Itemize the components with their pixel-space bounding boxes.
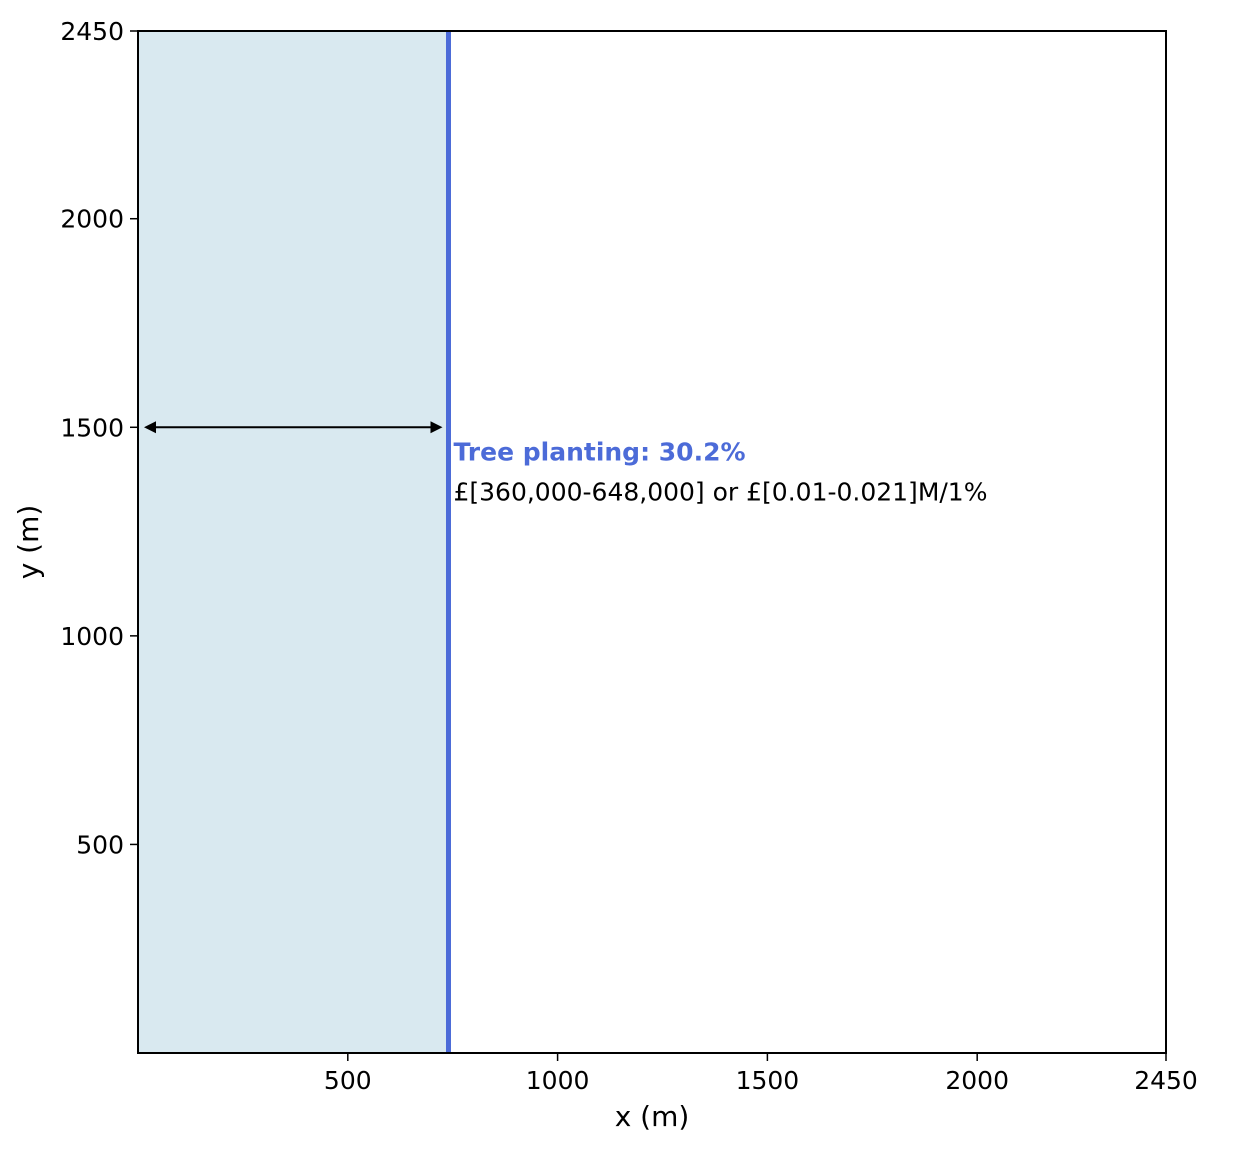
y-tick-label: 2000 (60, 205, 124, 234)
x-tick-label: 1000 (526, 1066, 590, 1095)
arrow-head-right-icon (430, 421, 443, 434)
arrow-head-left-icon (144, 421, 156, 434)
plot-frame (137, 30, 1167, 1054)
y-tick-label: 500 (76, 830, 124, 859)
x-axis-label: x (m) (615, 1100, 690, 1133)
x-tick-label: 2450 (1134, 1066, 1198, 1095)
x-tick-label: 2000 (945, 1066, 1009, 1095)
annotation-title: Tree planting: 30.2% (453, 438, 745, 467)
x-tick-label: 500 (324, 1066, 372, 1095)
y-axis: 500 1000 1500 2000 2450 (60, 17, 138, 859)
width-arrow (144, 421, 443, 434)
y-axis-label: y (m) (12, 505, 45, 580)
planted-region (138, 31, 449, 1053)
y-tick-label: 1000 (60, 622, 124, 651)
x-axis: 500 1000 1500 2000 2450 (324, 1053, 1198, 1095)
y-tick-label: 1500 (60, 413, 124, 442)
plot-area: Tree planting: 30.2% £[360,000-648,000] … (137, 30, 1167, 1054)
x-tick-label: 1500 (736, 1066, 800, 1095)
annotation-cost: £[360,000-648,000] or £[0.01-0.021]M/1% (453, 477, 987, 506)
y-tick-label: 2450 (60, 17, 124, 46)
